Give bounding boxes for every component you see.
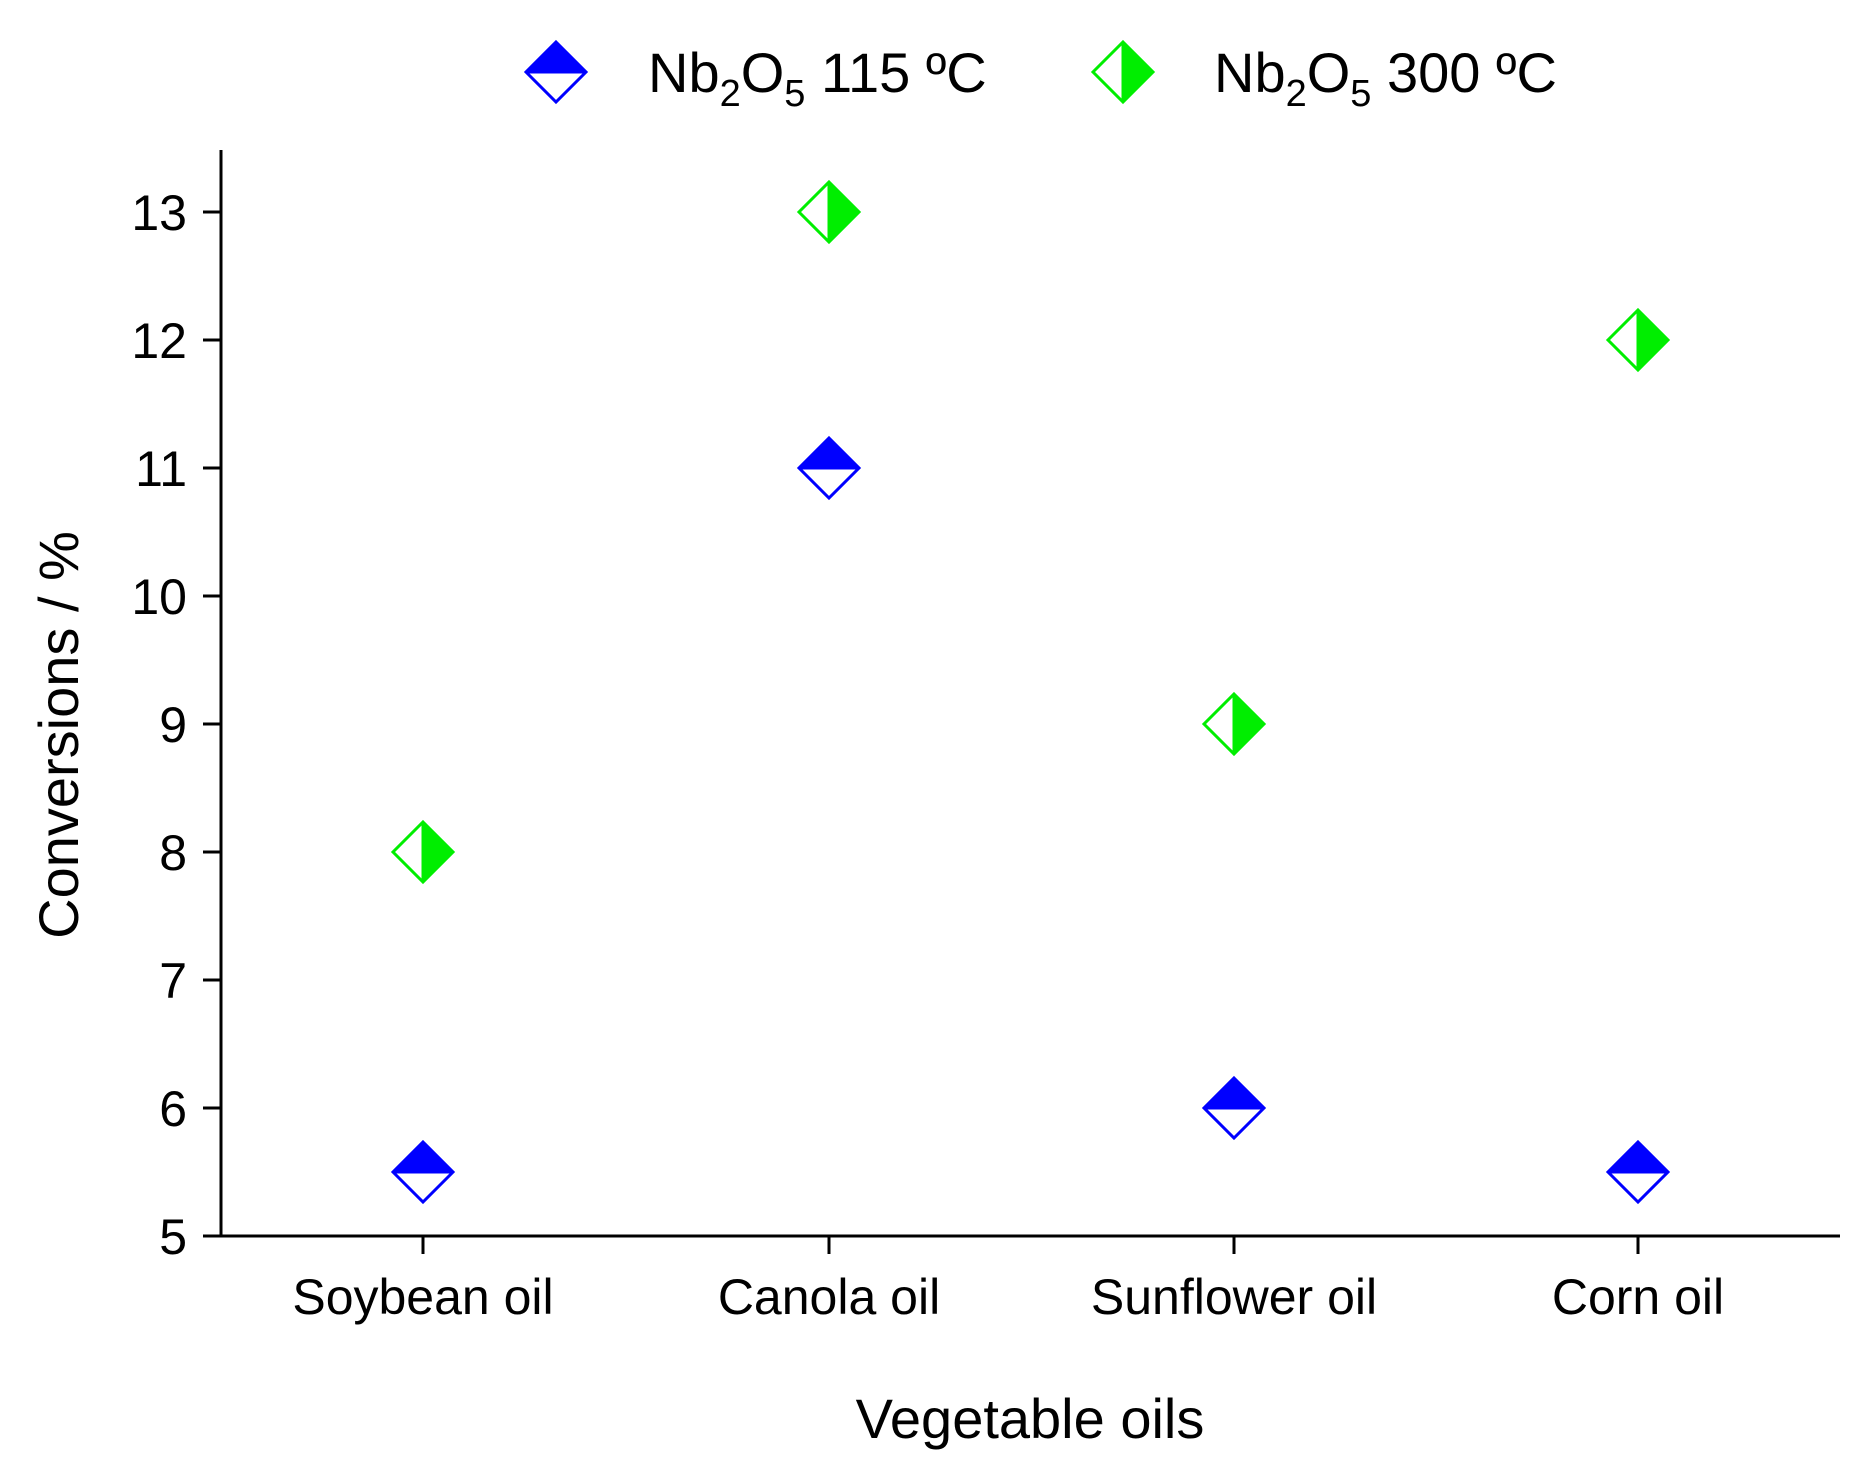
y-tick-label: 8 (159, 825, 187, 881)
legend-item-2: Nb2O5 300 ºC (1090, 39, 1557, 115)
y-tick-label: 10 (131, 569, 187, 625)
axes-layer: 5 6 7 8 9 10 11 12 13 Soybean oil Canola oil Sunflo… (131, 150, 1840, 1325)
data-point-series2 (1201, 691, 1267, 757)
y-tick-label: 12 (131, 313, 187, 369)
legend-marker-2 (1090, 39, 1156, 105)
data-point-series1 (1605, 1139, 1671, 1205)
y-tick-label: 13 (131, 185, 187, 241)
x-tick-label: Soybean oil (292, 1269, 553, 1325)
marks-layer (390, 179, 1671, 1205)
data-point-series1 (796, 435, 862, 501)
y-tick-label: 11 (135, 441, 187, 497)
legend: Nb2O5 115 ºC Nb2O5 300 ºC (523, 39, 1557, 115)
data-point-series2 (390, 819, 456, 885)
legend-item-1: Nb2O5 115 ºC (523, 39, 987, 115)
data-point-series2 (796, 179, 862, 245)
y-tick-label: 7 (159, 953, 187, 1009)
data-point-series2 (1605, 307, 1671, 373)
x-tick-label: Canola oil (718, 1269, 940, 1325)
legend-label-2: Nb2O5 300 ºC (1214, 41, 1557, 115)
data-point-series1 (390, 1139, 456, 1205)
legend-marker-1 (523, 39, 589, 105)
y-tick-label: 9 (159, 697, 187, 753)
x-tick-label: Sunflower oil (1091, 1269, 1377, 1325)
data-point-series1 (1201, 1075, 1267, 1141)
y-tick-label: 5 (159, 1209, 187, 1265)
x-tick-label: Corn oil (1552, 1269, 1724, 1325)
y-axis-title: Conversions / % (27, 531, 90, 939)
legend-label-1: Nb2O5 115 ºC (648, 41, 987, 115)
x-axis-title: Vegetable oils (856, 1387, 1205, 1450)
y-tick-label: 6 (159, 1081, 187, 1137)
